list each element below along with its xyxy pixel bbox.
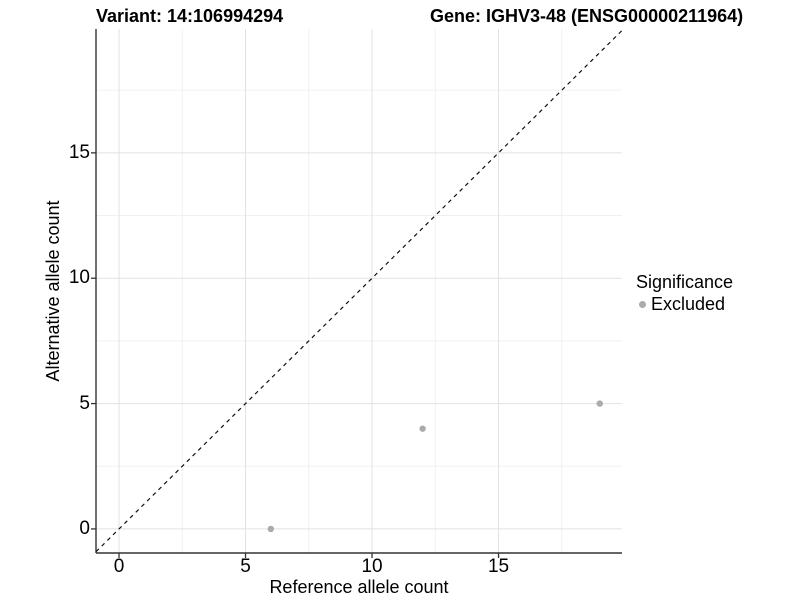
x-tick-label: 15 [487,556,510,577]
legend-item-excluded: Excluded [636,293,733,315]
legend: Significance Excluded [636,271,733,315]
x-tick-label: 0 [113,556,125,577]
excluded-point-icon [639,300,646,308]
data-point [419,425,426,432]
x-axis-title: Reference allele count [269,577,449,597]
plot-title-gene: Gene: IGHV3-48 (ENSG00000211964) [430,6,744,26]
data-point [267,525,275,533]
y-tick-label: 5 [79,392,90,414]
y-tick-label: 10 [68,267,90,289]
y-axis-title: Alternative allele count [43,200,63,382]
plot-title-variant: Variant: 14:106994294 [96,6,284,26]
data-point [596,400,603,407]
legend-title: Significance [636,272,734,292]
x-tick-label: 5 [240,556,251,577]
legend-item-label: Excluded [651,294,726,314]
x-tick-label: 10 [361,556,383,577]
identity-line [95,30,623,553]
y-tick-label: 15 [68,141,90,163]
y-tick-label: 0 [79,517,90,539]
